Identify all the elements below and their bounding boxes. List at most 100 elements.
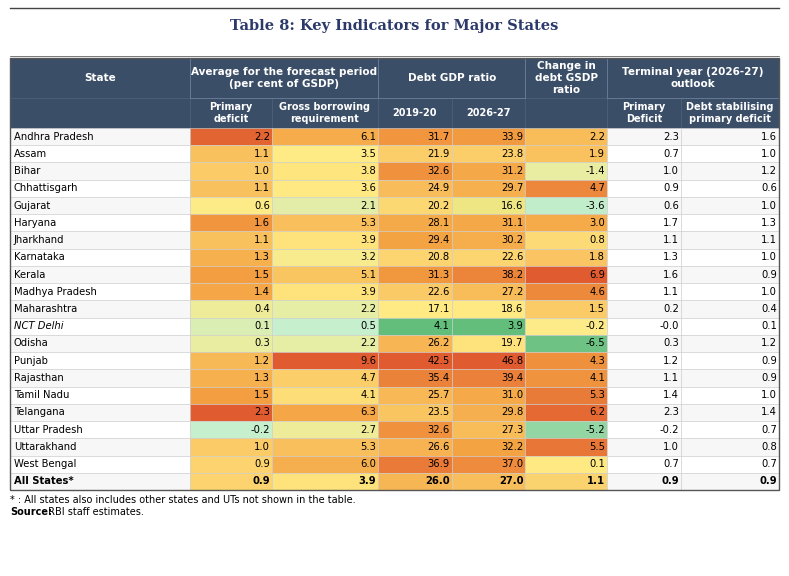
Bar — [525, 162, 608, 180]
Text: 1.9: 1.9 — [589, 149, 605, 159]
Text: 0.3: 0.3 — [254, 339, 270, 348]
Bar — [271, 317, 378, 335]
Bar — [452, 352, 525, 369]
Bar — [525, 58, 608, 98]
Text: Jharkhand: Jharkhand — [14, 235, 65, 245]
Bar — [452, 232, 525, 249]
Bar — [378, 473, 452, 490]
Bar — [452, 180, 525, 197]
Text: 3.9: 3.9 — [507, 321, 523, 331]
Text: 0.7: 0.7 — [761, 459, 777, 469]
Bar — [10, 58, 190, 98]
Bar — [10, 197, 190, 214]
Text: -0.0: -0.0 — [660, 321, 679, 331]
Text: 1.4: 1.4 — [761, 407, 777, 418]
Bar — [378, 456, 452, 473]
Text: 1.0: 1.0 — [254, 442, 270, 452]
Bar — [271, 249, 378, 266]
Text: Average for the forecast period
(per cent of GSDP): Average for the forecast period (per cen… — [191, 67, 377, 89]
Text: 2026-27: 2026-27 — [466, 108, 510, 118]
Bar — [378, 300, 452, 317]
Text: 26.0: 26.0 — [425, 476, 450, 486]
Bar — [190, 352, 271, 369]
Text: 27.2: 27.2 — [501, 287, 523, 297]
Text: 3.9: 3.9 — [358, 476, 376, 486]
Text: Assam: Assam — [14, 149, 47, 159]
Text: 37.0: 37.0 — [501, 459, 523, 469]
Bar — [525, 197, 608, 214]
Text: 0.9: 0.9 — [663, 183, 679, 194]
Text: 0.3: 0.3 — [663, 339, 679, 348]
Text: Tamil Nadu: Tamil Nadu — [14, 390, 69, 400]
Bar — [10, 456, 190, 473]
Text: 1.0: 1.0 — [663, 442, 679, 452]
Bar — [10, 421, 190, 438]
Bar — [271, 421, 378, 438]
Text: 0.4: 0.4 — [254, 304, 270, 314]
Text: 2.7: 2.7 — [360, 425, 376, 435]
Bar — [190, 300, 271, 317]
Bar — [10, 58, 779, 490]
Text: 4.3: 4.3 — [589, 356, 605, 366]
Bar — [525, 386, 608, 404]
Bar — [271, 98, 378, 128]
Bar — [452, 369, 525, 386]
Bar — [378, 180, 452, 197]
Text: 0.6: 0.6 — [663, 200, 679, 211]
Text: 3.6: 3.6 — [361, 183, 376, 194]
Text: -0.2: -0.2 — [585, 321, 605, 331]
Text: 2.2: 2.2 — [360, 304, 376, 314]
Text: 1.1: 1.1 — [254, 149, 270, 159]
Bar — [608, 266, 681, 283]
Bar — [608, 249, 681, 266]
Bar — [378, 145, 452, 162]
Text: 3.9: 3.9 — [361, 235, 376, 245]
Bar — [681, 98, 779, 128]
Bar — [378, 283, 452, 300]
Bar — [378, 98, 452, 128]
Bar — [10, 369, 190, 386]
Text: 26.6: 26.6 — [428, 442, 450, 452]
Text: 1.0: 1.0 — [761, 390, 777, 400]
Bar — [525, 421, 608, 438]
Text: 1.5: 1.5 — [254, 390, 270, 400]
Text: 1.3: 1.3 — [761, 218, 777, 228]
Text: 0.8: 0.8 — [761, 442, 777, 452]
Text: West Bengal: West Bengal — [14, 459, 77, 469]
Bar — [271, 473, 378, 490]
Bar — [452, 456, 525, 473]
Bar — [190, 473, 271, 490]
Text: 1.2: 1.2 — [254, 356, 270, 366]
Bar — [10, 266, 190, 283]
Text: 1.5: 1.5 — [254, 270, 270, 279]
Text: 1.0: 1.0 — [663, 166, 679, 176]
Text: 4.1: 4.1 — [434, 321, 450, 331]
Bar — [271, 145, 378, 162]
Text: 1.7: 1.7 — [663, 218, 679, 228]
Text: 5.3: 5.3 — [361, 442, 376, 452]
Text: 18.6: 18.6 — [501, 304, 523, 314]
Bar — [681, 249, 779, 266]
Text: 0.9: 0.9 — [761, 373, 777, 383]
Bar — [608, 386, 681, 404]
Text: 1.1: 1.1 — [254, 183, 270, 194]
Text: 1.0: 1.0 — [761, 287, 777, 297]
Text: 0.2: 0.2 — [663, 304, 679, 314]
Text: 0.9: 0.9 — [254, 459, 270, 469]
Text: Rajasthan: Rajasthan — [14, 373, 64, 383]
Bar — [681, 335, 779, 352]
Text: Karnataka: Karnataka — [14, 252, 65, 262]
Bar — [10, 249, 190, 266]
Bar — [378, 197, 452, 214]
Text: Punjab: Punjab — [14, 356, 48, 366]
Text: 29.7: 29.7 — [501, 183, 523, 194]
Bar — [608, 317, 681, 335]
Bar — [452, 162, 525, 180]
Bar — [10, 404, 190, 421]
Bar — [525, 266, 608, 283]
Text: 2.3: 2.3 — [663, 407, 679, 418]
Bar — [681, 300, 779, 317]
Text: 27.3: 27.3 — [501, 425, 523, 435]
Bar — [608, 404, 681, 421]
Text: 1.4: 1.4 — [663, 390, 679, 400]
